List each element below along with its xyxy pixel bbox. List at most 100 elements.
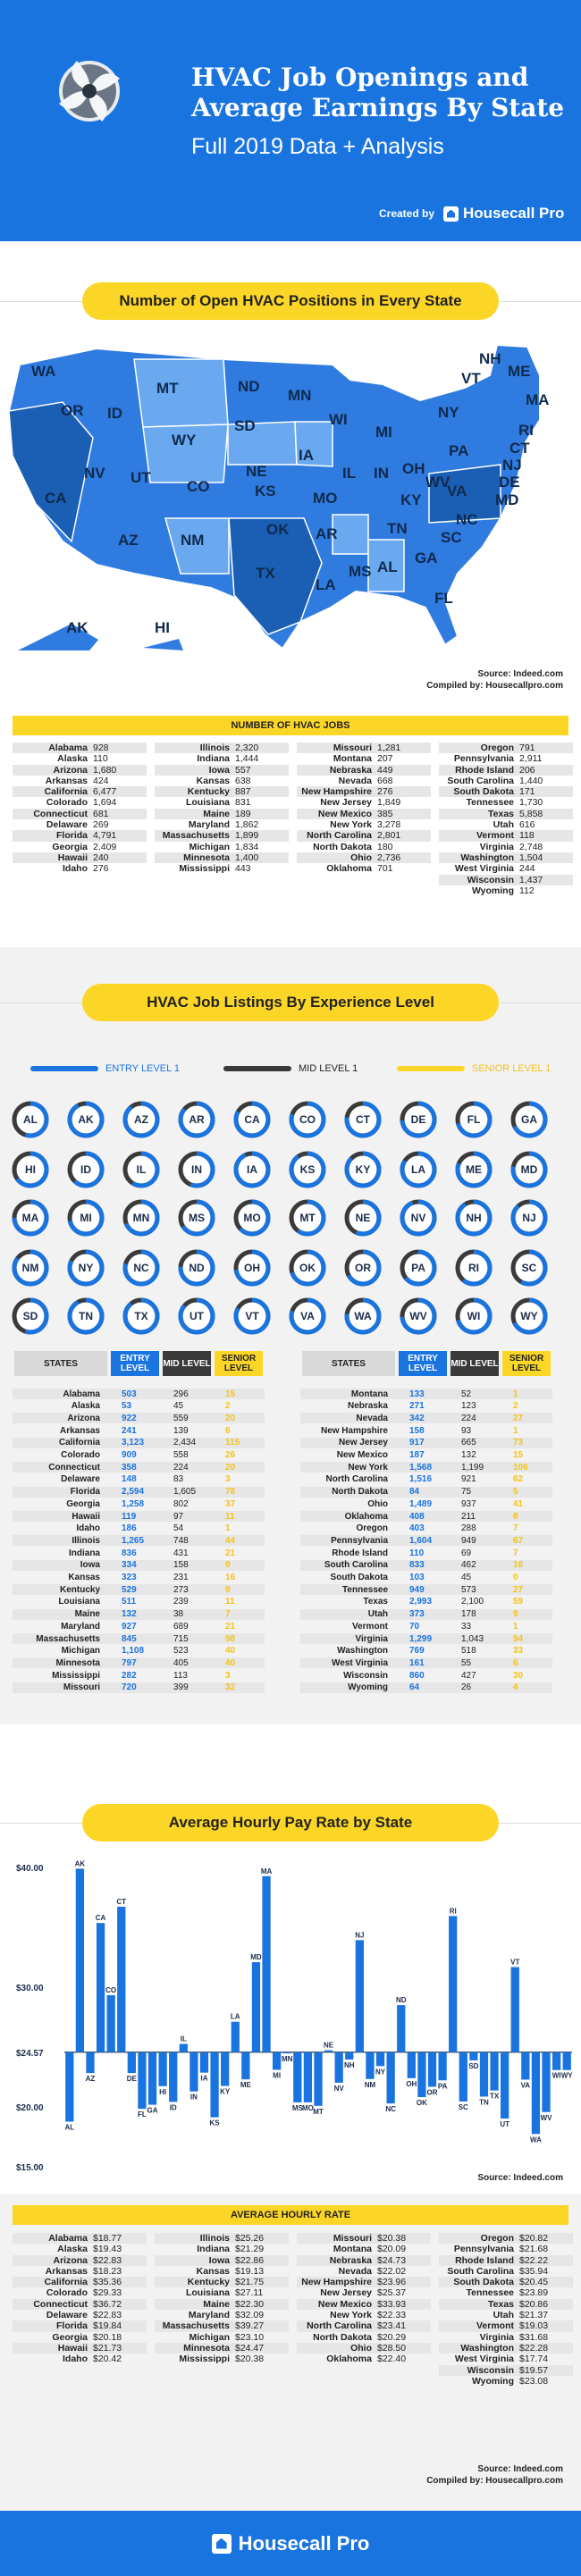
state-name: West Virginia [454, 863, 514, 875]
state-value: 189 [235, 808, 251, 819]
table-row: Iowa $22.86 [155, 2254, 289, 2266]
map-label-tx: TX [256, 565, 275, 582]
map-label-ks: KS [255, 482, 276, 499]
map-label-nd: ND [238, 378, 260, 395]
chart-category-label: IL [181, 2035, 187, 2043]
table-row: Missouri $20.38 [297, 2233, 431, 2245]
footer-logo[interactable]: Housecall Pro [0, 2511, 581, 2576]
state-name: Kentucky [187, 2277, 230, 2288]
chart-bar [562, 2052, 571, 2070]
map-label-mo: MO [313, 490, 338, 507]
map-state-region [228, 517, 323, 635]
state-value: $20.45 [519, 2277, 549, 2288]
state-value: $29.33 [93, 2287, 122, 2299]
state-name: South Carolina [324, 1560, 388, 1571]
state-value: 2,801 [377, 830, 401, 842]
table-row: Arizona 1,680 [13, 764, 147, 776]
table-row: Indiana 1,444 [155, 753, 289, 764]
state-name: Delaware [61, 1474, 100, 1485]
mid-value: 139 [173, 1425, 189, 1436]
exp-circle-label: OR [355, 1262, 371, 1274]
state-name: Maryland [61, 1621, 100, 1632]
senior-value: 3 [225, 1670, 231, 1681]
entry-value: 282 [122, 1670, 137, 1681]
state-name: Illinois [199, 2233, 230, 2244]
exp-circle-label: AK [78, 1113, 94, 1126]
legend-senior: SENIOR LEVEL 1 [397, 1063, 551, 1074]
exp-table-row: Texas 2,993 2,100 59 [300, 1597, 552, 1607]
senior-value: 78 [225, 1487, 236, 1498]
senior-value: 1 [225, 1523, 231, 1534]
state-name: Nebraska [329, 2254, 372, 2266]
map-state-region [294, 421, 333, 467]
exp-table-row: Maryland 927 689 21 [13, 1621, 265, 1632]
state-name: Virginia [479, 2331, 514, 2343]
exp-circle-label: RI [468, 1262, 479, 1274]
senior-value: 98 [225, 1633, 236, 1644]
mid-value: 802 [173, 1498, 189, 1509]
exp-table-row: Arizona 922 559 20 [13, 1413, 265, 1424]
map-section-title: Number of Open HVAC Positions in Every S… [82, 282, 499, 320]
exp-circle-ok: OK [288, 1248, 327, 1288]
state-value: $20.86 [519, 2298, 549, 2310]
exp-circle-label: NC [133, 1262, 149, 1274]
senior-value: 9 [513, 1609, 518, 1620]
state-name: Pennsylvania [331, 1535, 388, 1546]
state-value: 449 [377, 764, 393, 776]
state-value: 118 [519, 830, 535, 842]
state-name: Illinois [72, 1535, 100, 1546]
chart-category-label: OK [417, 2099, 427, 2107]
exp-circle-hi: HI [11, 1150, 50, 1189]
experience-legend: ENTRY LEVEL 1 MID LEVEL 1 SENIOR LEVEL 1 [0, 1063, 581, 1081]
state-name: North Dakota [313, 2331, 372, 2343]
state-value: $23.10 [235, 2331, 265, 2343]
exp-table-row: Montana 133 52 1 [300, 1389, 552, 1399]
table-row: New Hampshire 276 [297, 786, 431, 798]
state-value: $35.94 [519, 2265, 549, 2277]
entry-value: 2,594 [122, 1487, 145, 1498]
mid-value: 52 [461, 1389, 472, 1399]
exp-table-row: Virginia 1,299 1,043 94 [300, 1633, 552, 1644]
exp-table-row: Massachusetts 845 715 98 [13, 1633, 265, 1644]
exp-circle-ar: AR [177, 1100, 216, 1139]
state-name: New York [330, 819, 372, 831]
state-name: Montana [350, 1389, 388, 1399]
chart-category-label: RI [450, 1907, 457, 1915]
table-row: Nebraska $24.73 [297, 2254, 431, 2266]
state-name: Georgia [52, 2331, 88, 2343]
exp-table-row: Pennsylvania 1,604 949 67 [300, 1535, 552, 1547]
chart-category-label: ND [396, 1996, 407, 2004]
state-value: $20.38 [235, 2354, 265, 2365]
table-row: Arkansas $18.23 [13, 2266, 147, 2277]
entry-value: 3,123 [122, 1438, 145, 1448]
state-name: Vermont [476, 2320, 514, 2332]
state-name: Rhode Island [455, 764, 514, 776]
entry-value: 1,568 [409, 1462, 433, 1473]
senior-value: 115 [225, 1438, 240, 1448]
mid-value: 431 [173, 1548, 189, 1558]
state-name: Mississippi [179, 2354, 230, 2365]
state-value: 1,834 [235, 841, 259, 852]
state-name: Texas [488, 2298, 514, 2310]
mid-value: 1,605 [173, 1487, 197, 1498]
exp-table-row: South Carolina 833 462 16 [300, 1559, 552, 1571]
state-value: 276 [377, 786, 393, 798]
state-name: Nevada [338, 775, 372, 786]
state-name: Kentucky [59, 1584, 100, 1595]
state-name: New Jersey [338, 1438, 388, 1448]
mid-value: 573 [461, 1584, 476, 1595]
table-row: Missouri 1,281 [297, 743, 431, 754]
table-column: Oregon $20.82 Pennsylvania $21.68 Rhode Isla… [439, 2233, 573, 2387]
brand-logo[interactable]: Housecall Pro [443, 205, 564, 222]
entry-value: 64 [409, 1682, 420, 1693]
state-value: $21.73 [93, 2342, 122, 2354]
state-name: Pennsylvania [453, 753, 514, 765]
brand-name: Housecall Pro [463, 205, 565, 222]
table-row: New York 3,278 [297, 819, 431, 830]
exp-circle-label: CA [244, 1113, 260, 1126]
mid-value: 123 [461, 1401, 476, 1412]
exp-circle-label: IA [247, 1163, 257, 1176]
exp-circle-nc: NC [122, 1248, 161, 1288]
table-row: Washington $22.28 [439, 2342, 573, 2354]
exp-table-row: Hawaii 119 97 11 [13, 1511, 265, 1522]
